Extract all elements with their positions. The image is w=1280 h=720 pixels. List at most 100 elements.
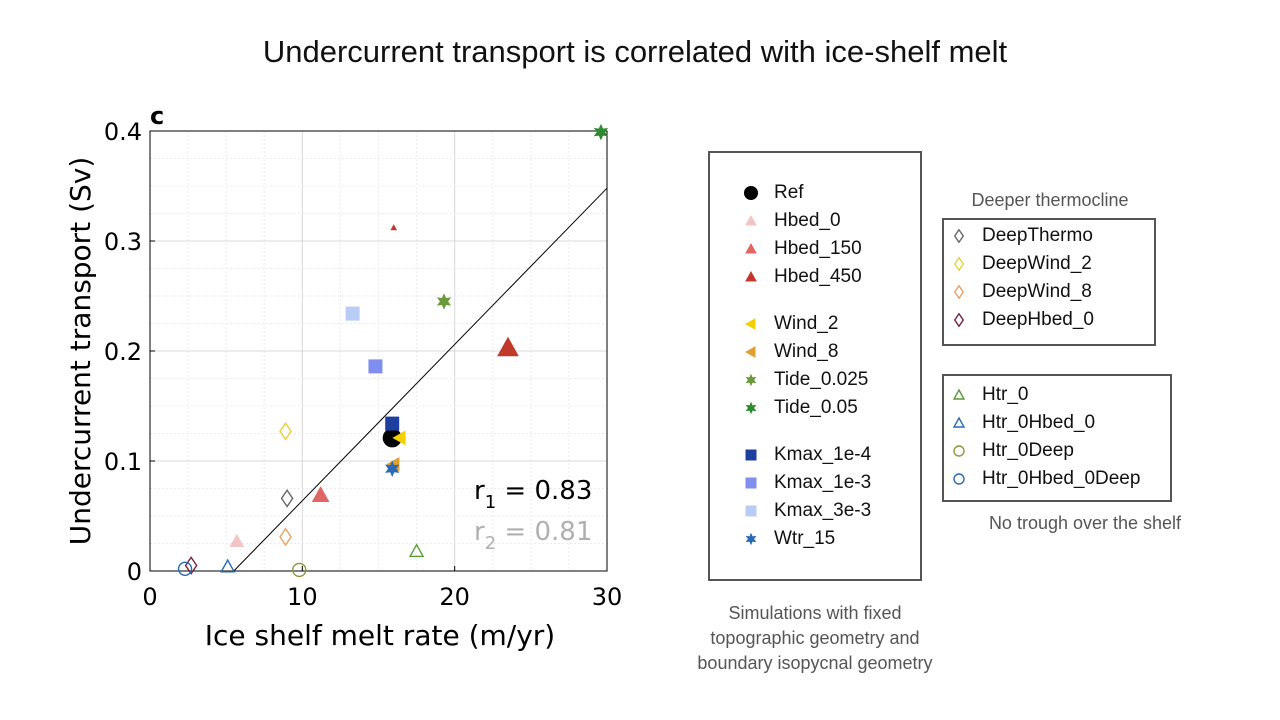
- legend-label: Ref: [774, 182, 804, 203]
- legend-label: DeepThermo: [982, 225, 1093, 246]
- legend-item-kmax-1e-3: Kmax_1e-3: [744, 471, 871, 495]
- legend-item-kmax-1e-4: Kmax_1e-4: [744, 443, 871, 467]
- legend-marker-square-icon: [745, 449, 757, 461]
- caption-line-1: Simulations with fixed: [728, 603, 902, 623]
- legend-marker-triangle-icon: [745, 270, 757, 282]
- data-point-tide-0-025: [436, 293, 452, 310]
- legend-label: Hbed_0: [774, 210, 841, 231]
- legend-label: Wind_2: [774, 313, 839, 334]
- legend-label: DeepHbed_0: [982, 309, 1094, 330]
- r2-annotation: r2 = 0.81: [474, 517, 592, 554]
- grid-layer: [150, 131, 607, 571]
- legend-label: Tide_0.05: [774, 397, 858, 418]
- legend-label: Kmax_1e-4: [774, 444, 872, 465]
- legend-item-htr-0deep: Htr_0Deep: [952, 439, 1074, 463]
- legend-marker-diamond-icon: [953, 285, 965, 299]
- legend-marker-circle-icon: [744, 186, 758, 200]
- legend-marker-circle-icon: [953, 473, 965, 485]
- r1-sub: 1: [485, 492, 496, 513]
- data-point-kmax-1e-4: [385, 416, 400, 431]
- legend-item-hbed-0: Hbed_0: [744, 209, 841, 233]
- legend-marker-square-icon: [745, 505, 757, 517]
- x-axis-label: Ice shelf melt rate (m/yr): [205, 619, 555, 652]
- r1-value: = 0.83: [496, 476, 592, 506]
- data-point-deepthermo: [280, 489, 294, 508]
- legend-item-wtr-15: Wtr_15: [744, 527, 835, 551]
- data-point-kmax-3e-3: [345, 306, 360, 321]
- data-point-hbed-450: [497, 336, 519, 357]
- legend-main-caption: Simulations with fixed topographic geome…: [660, 601, 970, 676]
- x-tick-label: 0: [142, 583, 157, 611]
- point-layer: [177, 123, 609, 578]
- y-tick-label: 0.1: [104, 448, 142, 476]
- legend-label: Htr_0Deep: [982, 440, 1074, 461]
- legend-marker-diamond-icon: [953, 313, 965, 327]
- legend-label: Tide_0.025: [774, 369, 869, 390]
- tick-layer: 0 10 20 30 0 0.1 0.2 0.3 0.4: [104, 118, 622, 611]
- legend-item-deepwind-8: DeepWind_8: [952, 280, 1092, 304]
- data-point-hbed-450: [390, 224, 398, 231]
- legend-marker-triangle-icon: [745, 214, 757, 226]
- r1-prefix: r: [474, 476, 485, 506]
- legend-item-kmax-3e-3: Kmax_3e-3: [744, 499, 871, 523]
- legend-label: Kmax_1e-3: [774, 472, 872, 493]
- legend-label: Wtr_15: [774, 528, 836, 549]
- legend-marker-triangle-left-icon: [744, 346, 756, 358]
- legend-label: Htr_0Hbed_0: [982, 412, 1096, 433]
- legend-item-ref: Ref: [744, 181, 804, 205]
- y-tick-label: 0.2: [104, 338, 142, 366]
- r1-annotation: r1 = 0.83: [474, 476, 592, 513]
- y-tick-label: 0.3: [104, 228, 142, 256]
- legend-item-htr-0: Htr_0: [952, 383, 1028, 407]
- legend-item-htr-0hbed-0deep: Htr_0Hbed_0Deep: [952, 467, 1140, 491]
- legend-marker-star-icon: [745, 401, 757, 415]
- legend-marker-circle-icon: [953, 445, 965, 457]
- legend-item-deepthermo: DeepThermo: [952, 224, 1093, 248]
- legend-label: Hbed_150: [774, 238, 862, 259]
- legend-label: Htr_0: [982, 384, 1029, 405]
- data-point-hbed-0: [229, 533, 245, 547]
- legend-main: Ref Hbed_0 Hbed_150 Hbed_450 Wind_2 Wind_8 Tid…: [708, 151, 922, 581]
- y-tick-label: 0.4: [104, 118, 142, 146]
- x-tick-label: 30: [592, 583, 623, 611]
- data-point-htr-0: [408, 543, 425, 558]
- data-point-deepwind-2: [279, 421, 292, 441]
- legend-item-tide-0-05: Tide_0.05: [744, 396, 858, 420]
- legend-marker-diamond-icon: [953, 257, 965, 271]
- legend-deep-title: Deeper thermocline: [971, 190, 1129, 210]
- legend-marker-triangle-icon: [952, 416, 966, 428]
- data-point-htr-0hbed-0deep: [177, 561, 193, 576]
- y-axis-label: Undercurrent transport (Sv): [64, 157, 97, 546]
- data-point-htr-0hbed-0: [220, 558, 236, 573]
- x-tick-label: 10: [287, 583, 318, 611]
- data-point-wtr-15: [385, 460, 400, 477]
- legend-label: Wind_8: [774, 341, 839, 362]
- legend-marker-square-icon: [745, 477, 757, 489]
- legend-marker-star-icon: [745, 532, 757, 546]
- panel-label: c: [150, 102, 164, 130]
- data-point-wind-2: [392, 430, 406, 446]
- data-point-tide-0-05: [593, 123, 609, 141]
- legend-marker-star-icon: [745, 373, 757, 387]
- legend-label: Htr_0Hbed_0Deep: [982, 468, 1141, 489]
- data-point-hbed-150: [311, 486, 330, 502]
- legend-item-htr-0hbed-0: Htr_0Hbed_0: [952, 411, 1095, 435]
- legend-label: DeepWind_2: [982, 253, 1092, 274]
- r2-value: = 0.81: [496, 517, 592, 547]
- data-point-kmax-1e-3: [368, 359, 383, 374]
- page-title: Undercurrent transport is correlated wit…: [262, 34, 1008, 69]
- data-point-htr-0deep: [292, 562, 307, 578]
- legend-marker-triangle-icon: [952, 388, 966, 400]
- fit-line: [233, 187, 608, 572]
- data-point-deepwind-8: [279, 527, 292, 547]
- legend-trough-caption: No trough over the shelf: [988, 513, 1182, 533]
- x-tick-label: 20: [439, 583, 470, 611]
- legend-item-deepwind-2: DeepWind_2: [952, 252, 1092, 276]
- legend-item-hbed-450: Hbed_450: [744, 265, 862, 289]
- legend-item-deephbed-0: DeepHbed_0: [952, 308, 1094, 332]
- legend-label: Hbed_450: [774, 266, 862, 287]
- legend-marker-triangle-left-icon: [744, 318, 756, 330]
- caption-line-2: topographic geometry and: [710, 628, 920, 648]
- legend-label: Kmax_3e-3: [774, 500, 872, 521]
